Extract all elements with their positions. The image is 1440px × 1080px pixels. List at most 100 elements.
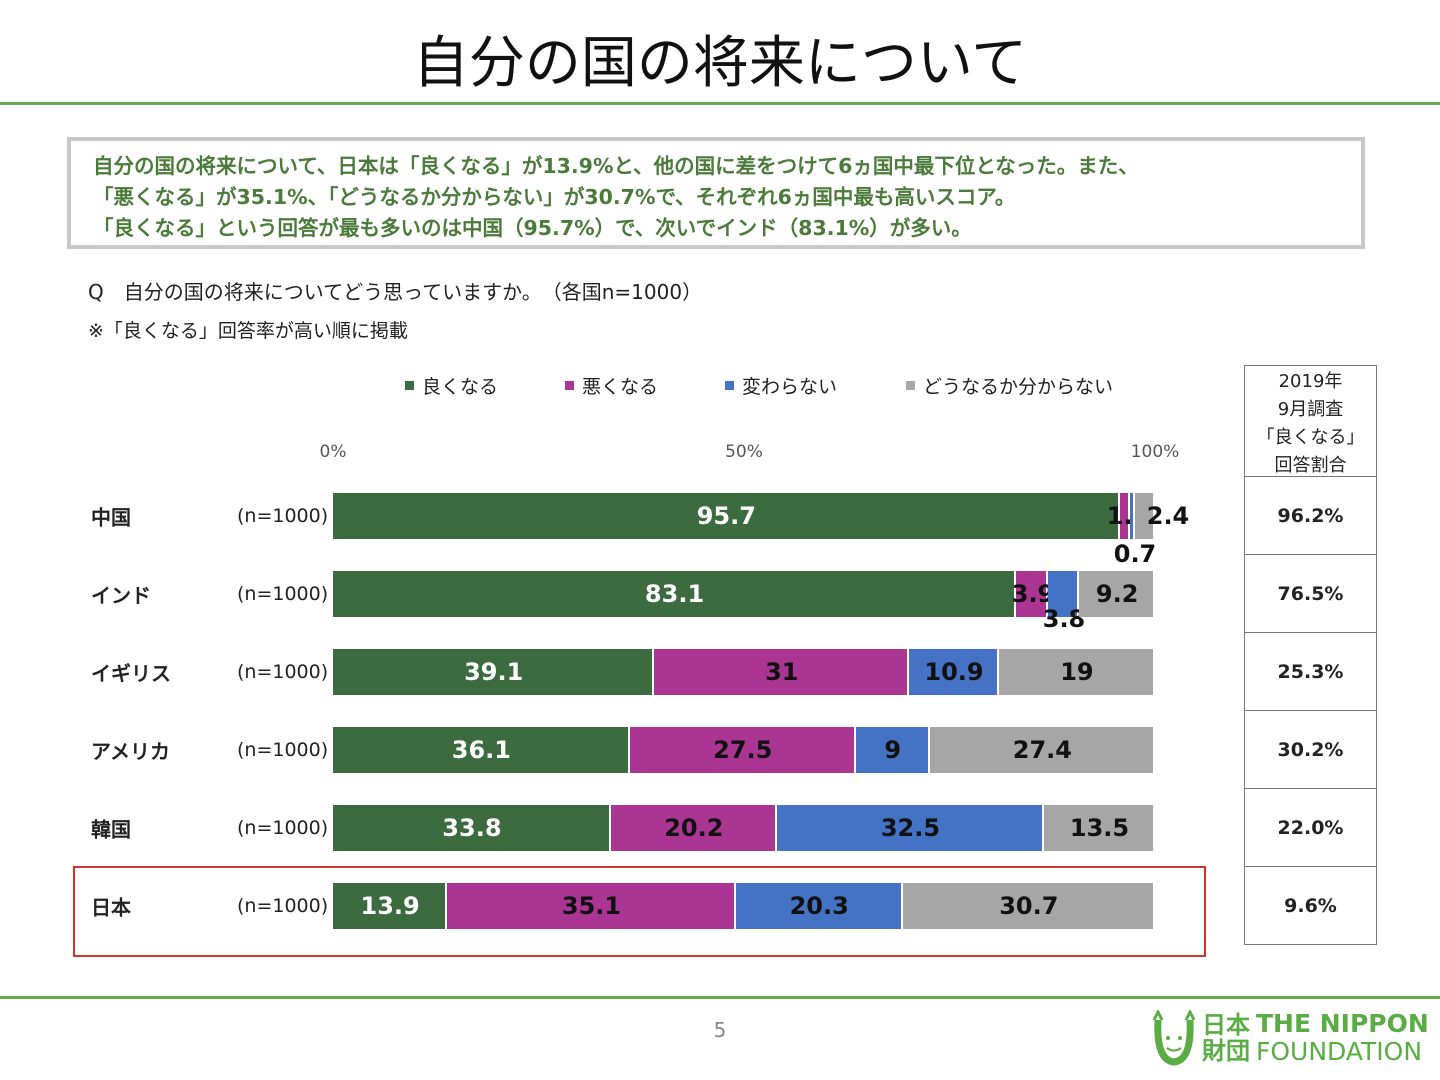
country-label: イギリス [91, 661, 171, 686]
bar-segment [333, 493, 1120, 539]
data-label: 3.8 [1042, 605, 1086, 633]
sample-size-label: (n=1000) [237, 661, 329, 683]
legend-swatch [565, 381, 574, 390]
data-label: 36.1 [451, 736, 511, 764]
logo-en: THE NIPPON [1256, 1009, 1429, 1038]
smiling-face-icon [1152, 1010, 1196, 1066]
question-text: Q 自分の国の将来についてどう思っていますか。 （各国n=1000） [88, 280, 703, 304]
data-label: 20.2 [664, 814, 724, 842]
data-label: 9 [884, 736, 902, 764]
table-cell: 22.0% [1244, 788, 1377, 867]
data-label: 19 [1060, 658, 1094, 686]
bar-segment [333, 571, 1017, 617]
data-label: 13.5 [1069, 814, 1130, 842]
data-label: 13.9 [360, 892, 420, 920]
summary-line: 自分の国の将来について、日本は「良くなる」が13.9%と、他の国に差をつけて6ヵ… [93, 154, 1139, 178]
bar-segment [1079, 571, 1155, 617]
data-label: 95.7 [696, 502, 756, 530]
x-tick-label: 100% [1130, 442, 1180, 462]
legend-item: 悪くなる [565, 372, 658, 399]
sample-size-label: (n=1000) [237, 505, 329, 527]
summary-line: 「悪くなる」が35.1%、「どうなるか分からない」が30.7%で、それぞれ6ヵ国… [93, 185, 1016, 209]
data-label: 30.7 [999, 892, 1059, 920]
logo-jp: 日本 [1202, 1011, 1250, 1039]
legend-swatch [405, 381, 414, 390]
table-cell: 76.5% [1244, 554, 1377, 633]
legend-label: 悪くなる [582, 376, 659, 398]
bar-segment [1129, 493, 1136, 539]
sample-size-label: (n=1000) [237, 895, 329, 917]
country-label: 韓国 [91, 817, 131, 842]
country-label: 日本 [91, 895, 131, 920]
data-label: 20.3 [789, 892, 849, 920]
data-label: 27.5 [713, 736, 773, 764]
sample-size-label: (n=1000) [237, 583, 329, 605]
data-label: 35.1 [561, 892, 622, 920]
page-title: 自分の国の将来について [412, 31, 1028, 96]
legend-swatch [725, 381, 734, 390]
bar-segment [610, 805, 777, 851]
sort-note: ※「良くなる」回答率が高い順に掲載 [88, 320, 408, 342]
data-label: 2.4 [1146, 502, 1190, 530]
bar-segment [1048, 571, 1080, 617]
table-cell: 30.2% [1244, 710, 1377, 789]
table-header-line: 9月調査 [1277, 399, 1344, 420]
country-label: 中国 [91, 505, 131, 530]
bar-segment [1119, 493, 1130, 539]
bar-segment [1044, 805, 1155, 851]
data-label: 32.5 [880, 814, 941, 842]
sample-size-label: (n=1000) [237, 817, 329, 839]
legend-label: どうなるか分からない [923, 376, 1114, 398]
data-label: 33.8 [442, 814, 502, 842]
legend-item: どうなるか分からない [906, 372, 1113, 399]
legend-item: 変わらない [725, 372, 837, 399]
bar-segment [654, 649, 910, 695]
nippon-foundation-logo: 日本 財団 THE NIPPON FOUNDATION [1152, 1010, 1429, 1066]
country-label: インド [91, 583, 151, 608]
logo-en: FOUNDATION [1256, 1037, 1423, 1066]
bar-segment [735, 883, 903, 929]
table-header-line: 2019年 [1278, 371, 1343, 392]
bar-segment [909, 649, 999, 695]
table-header-line: 回答割合 [1274, 455, 1347, 476]
legend-swatch [906, 381, 915, 390]
data-label: 9.2 [1095, 580, 1139, 608]
bar-segment [1135, 493, 1155, 539]
data-label: 0.7 [1113, 540, 1157, 568]
bar-segment [776, 805, 1045, 851]
bar-segment [333, 805, 611, 851]
bar-segment [333, 649, 655, 695]
page-number: 5 [713, 1018, 727, 1042]
bar-segment [998, 649, 1155, 695]
table-cell: 9.6% [1244, 866, 1377, 945]
bar-segment [1016, 571, 1049, 617]
x-tick-label: 50% [725, 442, 763, 462]
bottom-divider [0, 996, 1440, 999]
data-label: 83.1 [644, 580, 705, 608]
bar-segment [855, 727, 930, 773]
bar-segment [629, 727, 856, 773]
data-label: 31 [765, 658, 799, 686]
top-divider [0, 102, 1440, 105]
bar-segment [447, 883, 736, 929]
summary-box: 自分の国の将来について、日本は「良くなる」が13.9%と、他の国に差をつけて6ヵ… [67, 137, 1365, 249]
bar-segment [902, 883, 1155, 929]
bar-segment [333, 883, 448, 929]
japan-highlight-box [73, 866, 1206, 957]
x-tick-label: 0% [319, 442, 347, 462]
data-label: 3.9 [1011, 580, 1055, 608]
data-label: 27.4 [1012, 736, 1072, 764]
legend-item: 良くなる [405, 372, 498, 399]
country-label: アメリカ [91, 739, 170, 764]
legend-label: 変わらない [742, 376, 838, 398]
table-cell: 25.3% [1244, 632, 1377, 711]
bar-segment [333, 727, 630, 773]
table-header: 2019年 9月調査 「良くなる」 回答割合 [1244, 365, 1377, 477]
logo-jp: 財団 [1202, 1037, 1250, 1065]
summary-line: 「良くなる」という回答が最も多いのは中国（95.7%）で、次いでインド（83.1… [93, 216, 972, 240]
sample-size-label: (n=1000) [237, 739, 329, 761]
table-cell: 96.2% [1244, 476, 1377, 555]
legend-label: 良くなる [422, 376, 499, 398]
data-label: 10.9 [924, 658, 984, 686]
bar-segment [929, 727, 1155, 773]
